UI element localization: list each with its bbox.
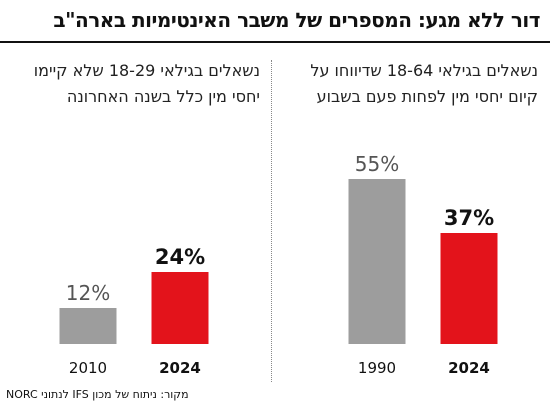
category-label-nosex-2010: 2010 [69, 359, 107, 377]
page-title: דור ללא מגע: המספרים של משבר האינטימיות … [53, 8, 540, 32]
bar-nosex-2010 [59, 308, 117, 344]
panel-subtitle-weekly-sex: נשאלים בגילאי 18-64 שדיווחו על קיום יחסי… [310, 61, 538, 106]
panel-subtitle-no-sex: נשאלים בגילאי 18-29 שלא קיימו יחסי מין כ… [33, 61, 260, 106]
value-label-weekly-2024: 37% [444, 206, 494, 230]
value-label-nosex-2024: 24% [155, 245, 205, 269]
value-label-weekly-1990: 55% [355, 152, 399, 176]
category-label-nosex-2024: 2024 [159, 359, 201, 377]
source-note: מקור: ניתוח של מכון IFS לנתוני NORC [6, 388, 189, 401]
category-label-weekly-1990: 1990 [358, 359, 396, 377]
bar-weekly-2024 [440, 233, 498, 344]
value-label-nosex-2010: 12% [66, 281, 110, 305]
title-underline [0, 41, 550, 43]
panel-divider [271, 60, 272, 382]
category-label-weekly-2024: 2024 [448, 359, 490, 377]
bar-weekly-1990 [348, 179, 406, 344]
bar-nosex-2024 [151, 272, 209, 344]
